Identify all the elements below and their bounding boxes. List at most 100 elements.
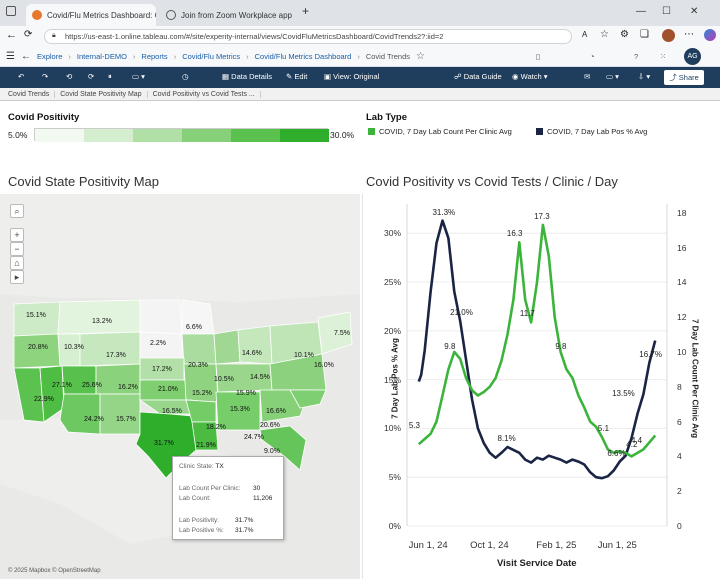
legend-label: COVID, 7 Day Lab Count Per Clinic Avg [379,127,512,136]
sheet-tab-covid-trends[interactable]: Covid Trends [0,90,56,98]
data-label: 4.2 [626,439,638,449]
tooltip-label: Lab Positive %: [179,527,224,534]
y2-tick-label: 18 [677,207,687,218]
favorite-star-icon[interactable]: ☆ [600,29,609,40]
comment-icon[interactable]: ✉ [584,72,591,81]
breadcrumb-internal-demo[interactable]: Internal-DEMO [76,51,127,61]
new-tab-button[interactable]: + [302,4,310,18]
state-nv[interactable] [39,365,65,423]
state-wi-il[interactable] [213,329,241,365]
state-wa[interactable] [13,301,61,337]
help-icon[interactable]: ? [634,51,639,61]
series-line-positivity[interactable] [417,219,657,480]
user-avatar[interactable]: AG [684,48,701,65]
mobile-icon[interactable]: ▯ [536,51,541,61]
breadcrumb-dashboard[interactable]: Covid/Flu Metrics Dashboard [254,51,352,61]
sheet-tab-positivity-vs-tests[interactable]: Covid Positivity vs Covid Tests ... [148,90,261,98]
sheet-tab-positivity-map[interactable]: Covid State Positivity Map [55,90,148,98]
browser-tab-zoom[interactable]: Join from Zoom Workplace app ✕ [160,4,298,26]
breadcrumb-reports[interactable]: Reports [141,51,168,61]
series-line-lab-count[interactable] [417,223,657,458]
expand-icon[interactable]: ▸ [10,270,24,284]
chart-title: Covid Positivity vs Covid Tests / Clinic… [366,174,618,189]
range-segment [182,129,231,142]
map-label: 6.6% [186,324,202,331]
view-original-button[interactable]: ▣ View: Original [324,72,380,81]
clock-icon[interactable]: ◷ [182,72,189,81]
browser-tab-dashboard[interactable]: Covid/Flu Metrics Dashboard: Co ✕ [26,4,156,26]
back-arrow-icon[interactable]: ← [20,50,31,62]
zoom-out-button[interactable]: − [10,242,24,256]
state-ut[interactable] [61,365,97,395]
map-label: 15.9% [236,390,256,397]
download-icon[interactable]: ⇩ ▾ [638,72,651,81]
layout-icon[interactable]: ▭ ▾ [132,72,145,81]
favorite-star-icon[interactable]: ☆ [416,50,425,62]
state-nd[interactable] [139,299,183,335]
data-guide-button[interactable]: ☍ Data Guide [454,72,502,81]
data-label: 8.1% [497,433,516,443]
map-label: 25.6% [82,382,102,389]
profile-avatar[interactable] [662,29,675,42]
minimize-button[interactable]: — [636,6,646,17]
state-la[interactable] [191,421,219,451]
refresh-icon[interactable]: ⟳ [88,72,95,81]
map-label: 27.1% [52,382,72,389]
breadcrumb-explore[interactable]: Explore [36,51,63,61]
grid-icon[interactable]: ⁙ [660,51,667,61]
url-input[interactable]: 🔒︎ https://us-east-1.online.tableau.com/… [44,29,572,44]
zoom-in-button[interactable]: + [10,228,24,242]
close-tab-icon[interactable]: ✕ [292,10,298,21]
legend-item-positivity[interactable]: COVID, 7 Day Lab Pos % Avg [536,127,647,136]
back-icon[interactable]: ← [6,29,17,41]
data-details-button[interactable]: ▦ Data Details [222,72,273,81]
chevron-right-icon: › [68,51,71,61]
range-segment [280,129,329,142]
breadcrumb-covid-flu-metrics[interactable]: Covid/Flu Metrics [182,51,241,61]
chart-panel[interactable]: 0% 5% 10% 15% 20% 25% 30% 0 2 4 6 8 10 12 14 16 18 Jun 1,… [362,194,720,579]
legend-item-count[interactable]: COVID, 7 Day Lab Count Per Clinic Avg [368,127,512,136]
revert-icon[interactable]: ⟲ [66,72,73,81]
map-search-icon[interactable]: ⌕ [10,204,24,218]
home-icon[interactable]: ⌂ [10,256,24,270]
state-mi-in[interactable] [237,325,273,365]
state-nm[interactable] [99,393,141,435]
redo-icon[interactable]: ↷ [42,72,49,81]
state-fl[interactable] [259,425,307,471]
read-aloud-icon[interactable]: A [582,30,588,39]
pause-icon[interactable]: ⏸ [108,72,112,81]
collections-icon[interactable]: ❏ [640,29,649,40]
watch-button[interactable]: ◉ Watch ▾ [512,72,548,81]
map-tooltip: Clinic State: TX Lab Count Per Clinic: 3… [172,456,284,540]
state-or[interactable] [13,333,61,369]
data-label: 6.6% [607,448,626,458]
state-mt[interactable] [57,299,141,335]
y2-tick-label: 10 [677,346,687,357]
hamburger-icon[interactable]: ☰ [6,50,15,62]
state-new-england[interactable] [317,311,353,355]
bell-icon[interactable]: ◔ [590,51,595,61]
more-icon[interactable]: ⋯ [684,29,694,40]
present-icon[interactable]: ▭ ▾ [606,72,619,81]
window-menu-icon[interactable] [6,6,16,16]
state-ca[interactable] [13,367,45,423]
share-button[interactable]: ⤴ Share [664,70,704,85]
undo-icon[interactable]: ↶ [18,72,25,81]
refresh-icon[interactable]: ⟳ [24,29,33,40]
extensions-icon[interactable]: ⚙ [620,29,629,40]
edit-button[interactable]: ✎ Edit [286,72,308,81]
x-tick-label: Jun 1, 25 [597,540,637,551]
state-ia[interactable] [181,333,217,365]
map-label: 16.2% [118,384,138,391]
tableau-breadcrumb-bar: ☰ ← Explore › Internal-DEMO › Reports › Cov… [0,46,720,67]
state-wy[interactable] [79,331,141,367]
state-nc[interactable] [289,389,327,409]
state-az[interactable] [59,393,101,435]
close-window-button[interactable]: ✕ [690,6,699,17]
browser-tab-bar: Covid/Flu Metrics Dashboard: Co ✕ Join f… [0,0,720,26]
positivity-range-slider[interactable] [34,128,329,142]
map-label: 14.6% [242,350,262,357]
copilot-icon[interactable] [704,29,716,41]
x-tick-label: Jun 1, 24 [408,540,448,551]
maximize-button[interactable]: ☐ [662,6,671,17]
